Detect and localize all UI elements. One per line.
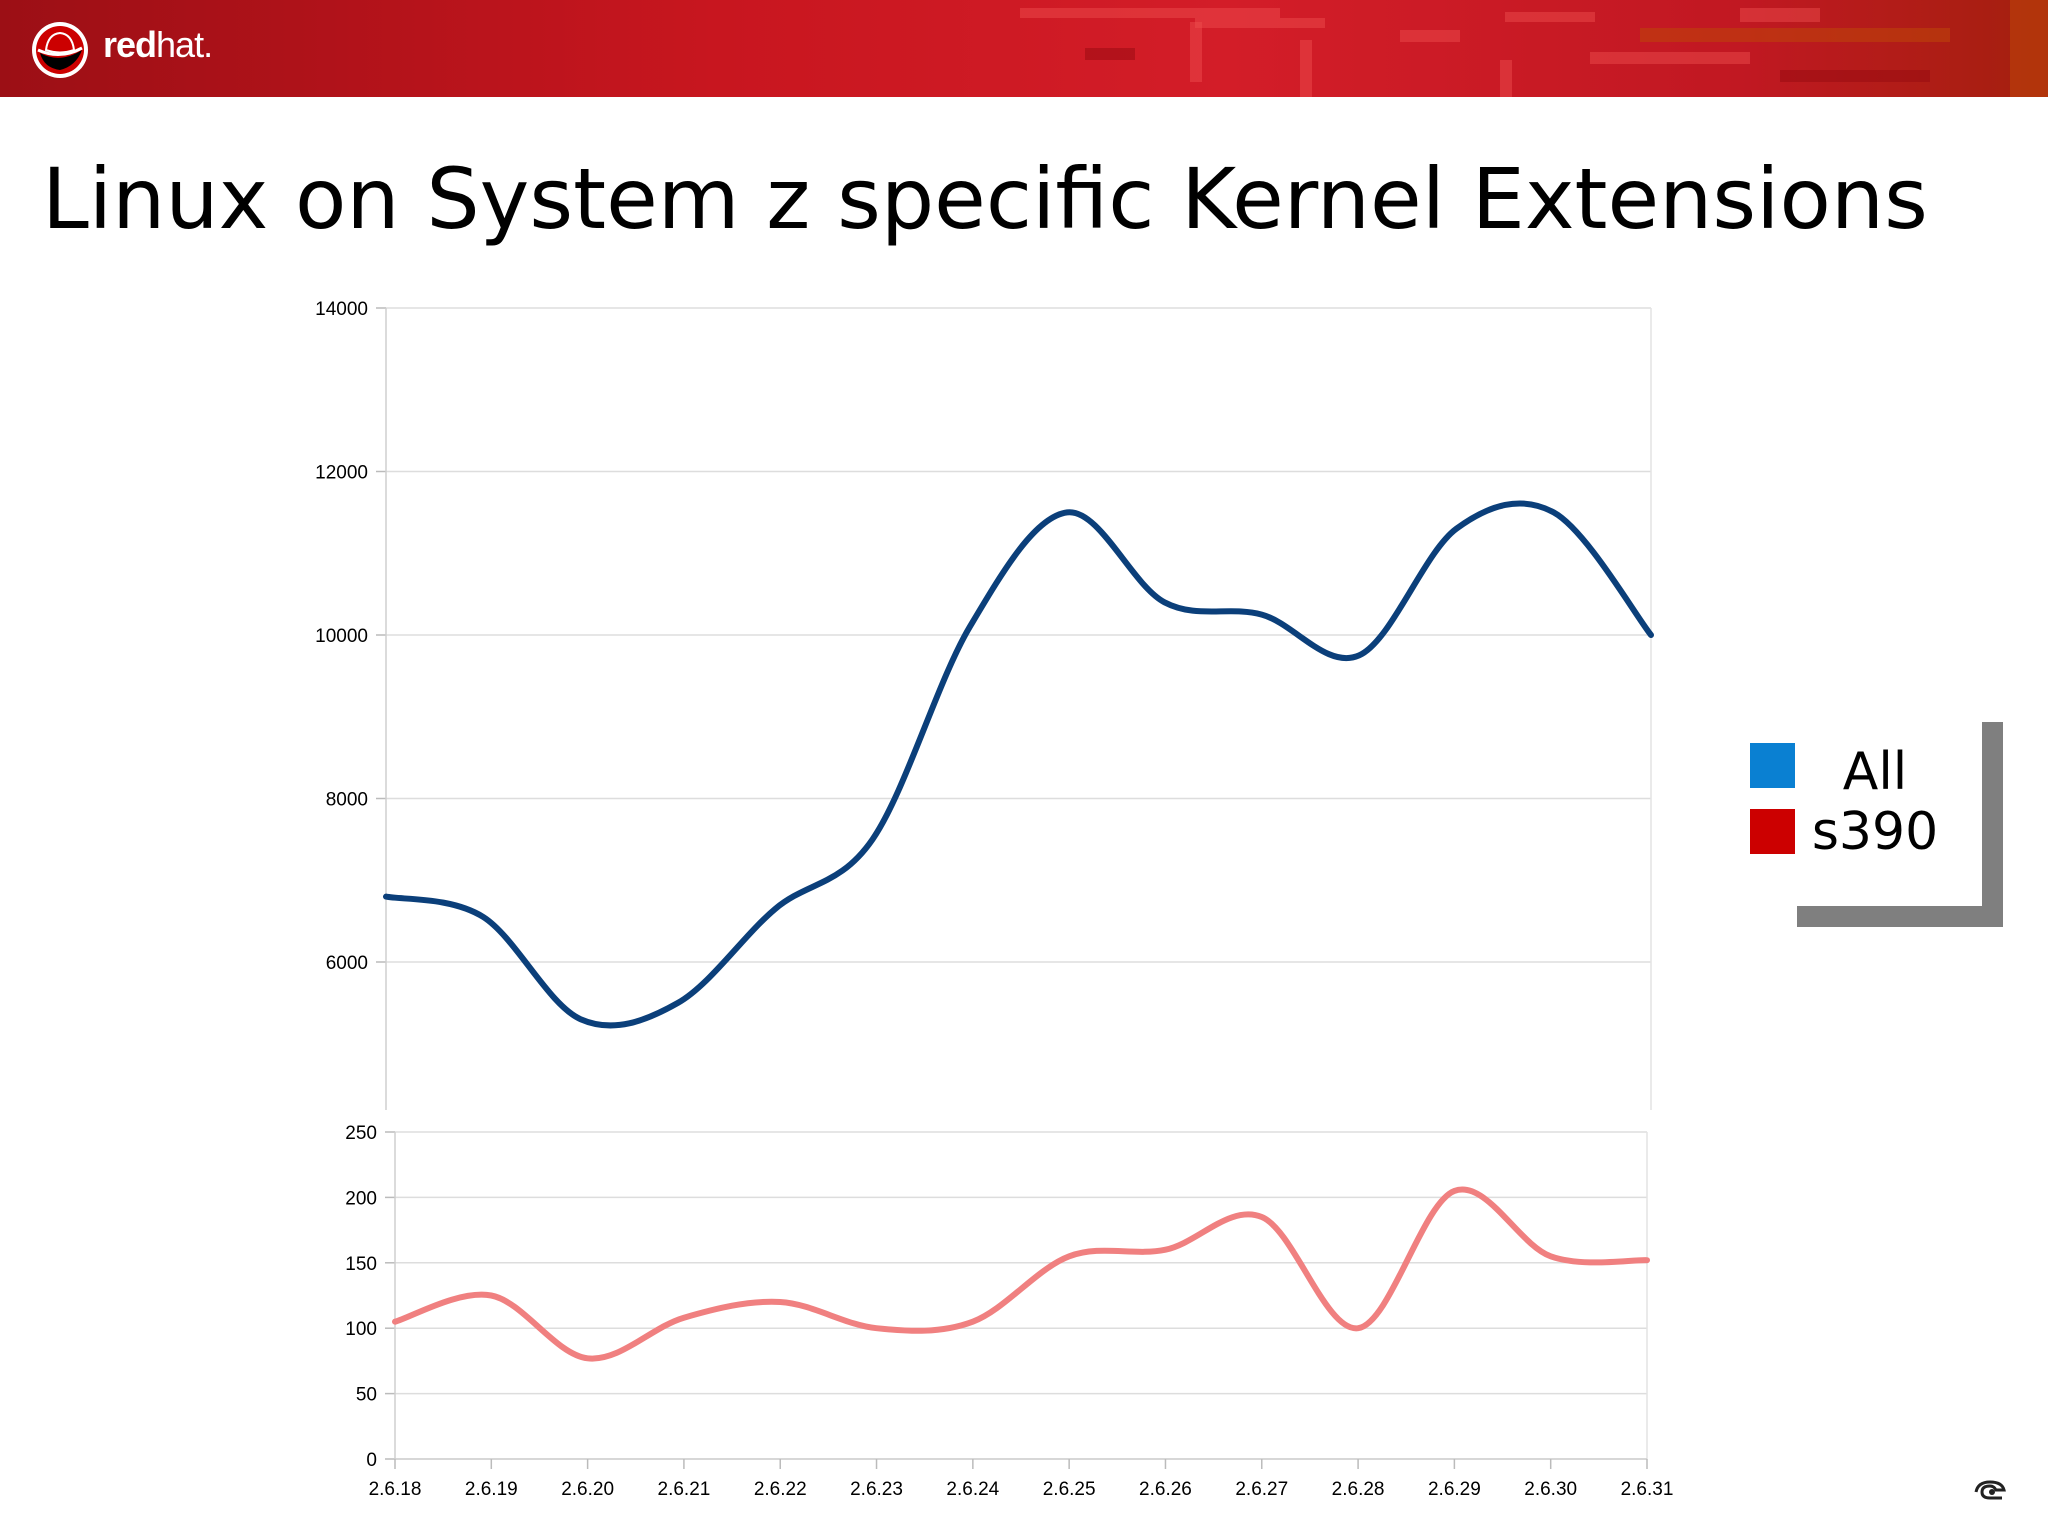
legend-swatch-all — [1750, 743, 1795, 788]
y-tick-label: 100 — [345, 1319, 377, 1340]
banner-decoration — [1195, 18, 1325, 28]
y-tick-label: 12000 — [315, 463, 368, 484]
x-tick-label: 2.6.27 — [1235, 1479, 1288, 1500]
y-tick-label: 150 — [345, 1254, 377, 1275]
banner-decoration — [1640, 28, 1950, 42]
series-line-all — [383, 500, 1654, 1029]
banner-decoration — [2010, 0, 2048, 97]
bottom-chart-axis: 0 50 100 150 200 250 2.6.18 2.6.19 2.6.20 2.6.21 2… — [345, 1123, 1673, 1500]
y-tick-label: 6000 — [326, 953, 368, 974]
x-tick-label: 2.6.19 — [465, 1479, 518, 1500]
x-tick-label: 2.6.22 — [754, 1479, 807, 1500]
header-banner: redhat. — [0, 0, 2048, 97]
banner-decoration — [1505, 12, 1595, 22]
bottom-chart-series — [392, 1186, 1650, 1362]
banner-decoration — [1590, 52, 1750, 64]
redhat-logo — [32, 22, 88, 78]
x-tick-label: 2.6.26 — [1139, 1479, 1192, 1500]
y-tick-label: 10000 — [315, 626, 368, 647]
banner-decoration — [1780, 70, 1930, 82]
banner-decoration — [1400, 30, 1460, 42]
y-tick-label: 50 — [356, 1385, 377, 1406]
legend-frame-shadow — [1797, 906, 2003, 927]
y-tick-label: 0 — [366, 1450, 377, 1471]
legend-label-s390: s390 — [1811, 802, 1939, 862]
bottom-chart-grid — [385, 1131, 1647, 1460]
y-tick-label: 200 — [345, 1188, 377, 1209]
banner-decoration — [1190, 22, 1202, 82]
top-chart-axis: 6000 8000 10000 12000 14000 — [315, 299, 1652, 1110]
x-tick-label: 2.6.18 — [369, 1479, 422, 1500]
banner-decoration — [1300, 40, 1312, 97]
legend-label-all: All — [1842, 742, 1908, 802]
slide-title: Linux on System z specific Kernel Extens… — [42, 150, 1928, 248]
legend-swatch-s390 — [1750, 809, 1795, 854]
banner-decoration — [1500, 60, 1512, 97]
x-tick-label: 2.6.20 — [561, 1479, 614, 1500]
top-chart-grid — [376, 307, 1651, 963]
banner-decoration — [1020, 8, 1280, 18]
y-tick-label: 8000 — [326, 790, 368, 811]
series-line-s390 — [392, 1186, 1650, 1362]
x-tick-label: 2.6.23 — [850, 1479, 903, 1500]
banner-decoration — [1085, 48, 1135, 60]
redhat-wordmark: redhat. — [103, 24, 213, 65]
x-tick-label: 2.6.29 — [1428, 1479, 1481, 1500]
top-chart-series — [383, 500, 1654, 1029]
x-tick-label: 2.6.25 — [1043, 1479, 1096, 1500]
x-tick-label: 2.6.24 — [946, 1479, 999, 1500]
legend-frame-shadow — [1982, 722, 2003, 927]
shadowman-icon — [1974, 1480, 2006, 1500]
y-tick-label: 14000 — [315, 299, 368, 320]
x-tick-label: 2.6.21 — [658, 1479, 711, 1500]
banner-decoration — [1740, 8, 1820, 22]
x-tick-label: 2.6.31 — [1621, 1479, 1674, 1500]
x-tick-label: 2.6.30 — [1524, 1479, 1577, 1500]
y-tick-label: 250 — [345, 1123, 377, 1144]
x-tick-label: 2.6.28 — [1332, 1479, 1385, 1500]
